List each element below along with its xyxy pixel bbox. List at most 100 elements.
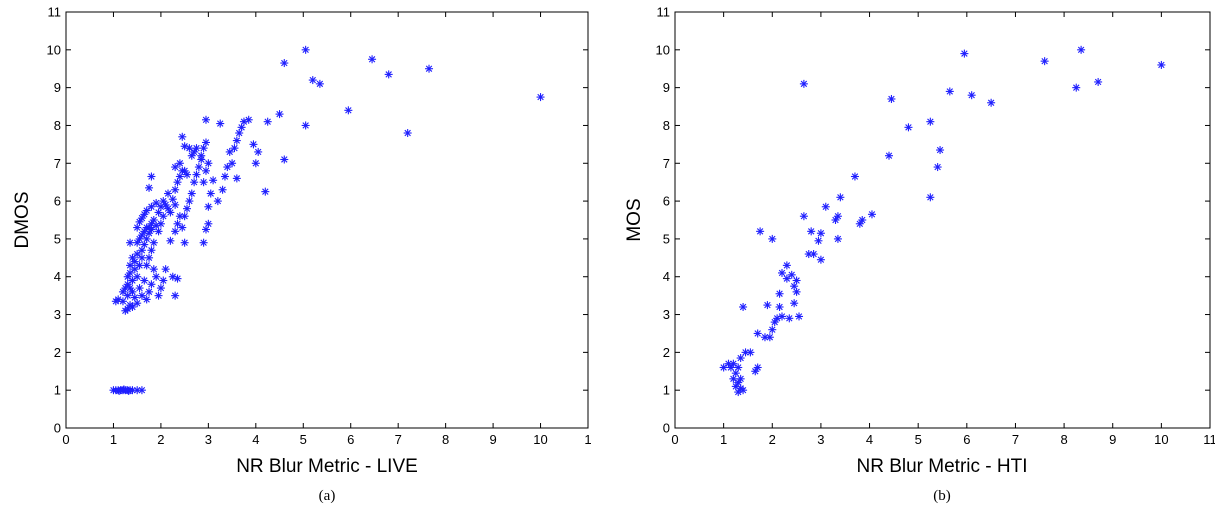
y-tick-label-b: 1 — [663, 383, 670, 398]
x-tick-label-b: 9 — [1109, 432, 1116, 447]
data-point-a — [137, 291, 146, 300]
data-point-a — [384, 70, 393, 79]
data-point-b — [778, 312, 786, 321]
data-point-a — [204, 219, 213, 228]
data-point-a — [147, 280, 156, 289]
data-point-b — [736, 354, 745, 363]
y-tick-label-a: 4 — [54, 269, 61, 284]
data-point-a — [133, 272, 142, 281]
data-point-a — [230, 144, 239, 153]
data-point-b — [775, 302, 784, 311]
data-point-a — [135, 261, 144, 270]
data-point-b — [926, 193, 935, 202]
data-point-a — [161, 265, 170, 274]
data-point-a — [228, 159, 237, 168]
data-point-a — [137, 253, 146, 262]
data-point-a — [425, 64, 434, 73]
data-point-a — [194, 163, 203, 172]
data-point-b — [760, 333, 769, 342]
data-point-a — [223, 163, 232, 172]
data-point-a — [308, 76, 317, 85]
data-point-a — [232, 136, 241, 145]
data-point-a — [159, 276, 168, 285]
data-point-a — [344, 106, 353, 115]
data-point-b — [734, 363, 743, 372]
data-point-b — [809, 250, 818, 259]
data-point-a — [201, 138, 210, 147]
x-tick-label-b: 3 — [817, 432, 824, 447]
data-point-a — [166, 208, 175, 217]
data-point-a — [192, 144, 201, 153]
x-tick-label-a: 4 — [252, 432, 259, 447]
y-tick-label-b: 4 — [663, 269, 670, 284]
data-point-b — [739, 302, 748, 311]
data-point-b — [775, 289, 784, 298]
data-point-b — [729, 359, 738, 368]
data-point-b — [1077, 45, 1086, 54]
data-point-a — [171, 185, 180, 194]
data-point-b — [904, 123, 913, 132]
data-point-a — [232, 174, 241, 183]
data-point-a — [142, 295, 151, 304]
data-point-a — [185, 197, 194, 206]
data-point-b — [756, 227, 765, 236]
data-point-b — [739, 386, 748, 395]
data-point-a — [199, 238, 208, 247]
data-point-a — [142, 234, 151, 243]
data-point-b — [782, 274, 791, 283]
data-point-a — [206, 189, 215, 198]
data-point-b — [792, 287, 801, 296]
data-point-b — [833, 212, 842, 221]
y-tick-label-b: 0 — [663, 421, 670, 436]
y-tick-label-b: 2 — [663, 345, 670, 360]
data-point-b — [885, 151, 893, 160]
data-point-a — [115, 386, 124, 395]
x-tick-label-b: 7 — [1012, 432, 1019, 447]
data-point-a — [159, 212, 168, 221]
data-point-b — [987, 98, 996, 107]
x-tick-label-a: 2 — [157, 432, 164, 447]
y-tick-label-b: 3 — [663, 307, 670, 322]
x-tick-label-b: 5 — [915, 432, 922, 447]
data-point-a — [244, 115, 253, 124]
x-tick-label-b: 0 — [671, 432, 678, 447]
data-point-a — [209, 176, 218, 185]
data-point-a — [147, 202, 156, 211]
data-point-a — [183, 204, 192, 213]
y-tick-label-a: 8 — [54, 118, 61, 133]
data-point-a — [204, 159, 213, 168]
data-point-a — [145, 183, 154, 192]
data-point-a — [145, 253, 154, 262]
data-point-b — [926, 117, 935, 126]
data-point-a — [218, 185, 227, 194]
data-point-a — [149, 265, 158, 274]
data-point-b — [768, 325, 777, 334]
data-point-a — [204, 202, 213, 211]
data-point-a — [145, 287, 154, 296]
y-axis-label-b: MOS — [624, 198, 645, 241]
x-tick-label-a: 1 — [584, 432, 591, 447]
y-tick-label-b: 5 — [663, 231, 670, 246]
x-tick-label-a: 6 — [347, 432, 354, 447]
y-tick-label-a: 10 — [47, 42, 61, 57]
data-point-a — [171, 163, 180, 172]
data-point-b — [792, 276, 801, 285]
data-point-b — [719, 363, 728, 372]
data-point-b — [782, 261, 791, 270]
data-point-b — [753, 363, 762, 372]
data-point-b — [787, 270, 796, 279]
data-point-b — [821, 202, 830, 211]
y-tick-label-a: 3 — [54, 307, 61, 322]
data-point-b — [765, 333, 774, 342]
y-tick-label-a: 0 — [54, 421, 61, 436]
data-point-b — [816, 255, 825, 264]
data-point-a — [280, 59, 289, 68]
x-tick-label-a: 1 — [110, 432, 117, 447]
data-point-a — [171, 227, 180, 236]
data-point-b — [804, 250, 813, 259]
data-point-a — [164, 189, 173, 198]
plot-frame-b — [674, 11, 1211, 429]
data-point-a — [183, 170, 192, 179]
